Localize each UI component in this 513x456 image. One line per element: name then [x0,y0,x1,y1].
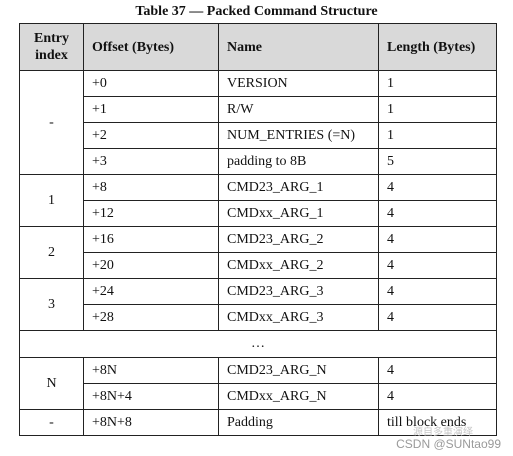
entry-index-cell: N [19,357,84,410]
length-cell: 4 [378,226,497,253]
offset-cell: +8N [83,357,219,384]
watermark-overlay-text: 源自多重演绎 [413,427,473,438]
name-cell: CMDxx_ARG_3 [218,304,379,331]
name-cell: CMD23_ARG_1 [218,174,379,201]
name-cell: Padding [218,409,379,436]
name-cell: CMD23_ARG_3 [218,278,379,305]
table-row: 1 +8 CMD23_ARG_1 4 [19,174,497,227]
entry-index-cell: - [19,409,84,436]
entry-index-cell: 2 [19,226,84,279]
offset-cell: +16 [83,226,219,253]
table-row: +2 NUM_ENTRIES (=N) 1 [20,122,497,149]
offset-cell: +28 [83,304,219,331]
offset-cell: +8 [83,174,219,201]
name-cell: CMD23_ARG_2 [218,226,379,253]
header-entry-line2: index [35,48,68,63]
table-row: 2 +16 CMD23_ARG_2 4 [19,226,497,279]
length-cell: 1 [378,96,497,123]
length-cell: 4 [378,304,497,331]
offset-cell: +8N+4 [83,383,219,410]
offset-cell: +8N+8 [83,409,219,436]
header-length: Length (Bytes) [378,23,497,71]
table-row: +28 CMDxx_ARG_3 4 [20,304,497,331]
name-cell: CMDxx_ARG_N [218,383,379,410]
csdn-watermark: CSDN @SUNtao99 [396,437,501,451]
length-cell: 1 [378,122,497,149]
name-cell: VERSION [218,70,379,97]
table-caption: Table 37 — Packed Command Structure [135,4,378,19]
ellipsis-row: … [19,330,497,358]
header-entry-index: Entry index [19,23,84,71]
table-row: +8N+4 CMDxx_ARG_N 4 [20,383,497,410]
header-entry-line1: Entry [34,31,69,46]
entry-index-cell: - [19,70,84,175]
length-cell: 4 [378,174,497,201]
offset-cell: +0 [83,70,219,97]
length-cell: 1 [378,70,497,97]
name-cell: CMDxx_ARG_1 [218,200,379,227]
table-row: - +8N+8 Padding till block ends [19,409,497,436]
name-cell: R/W [218,96,379,123]
offset-cell: +20 [83,252,219,279]
name-cell: NUM_ENTRIES (=N) [218,122,379,149]
table-row: N +8N CMD23_ARG_N 4 [19,357,497,410]
table-row: +3 padding to 8B 5 [20,148,497,175]
name-cell: CMD23_ARG_N [218,357,379,384]
table-row: +12 CMDxx_ARG_1 4 [20,200,497,227]
length-cell: 4 [378,383,497,410]
table-header-row: Entry index Offset (Bytes) Name Length (… [19,23,497,71]
table-row: - +0 VERSION 1 [19,70,497,175]
length-cell: 4 [378,252,497,279]
length-cell: 4 [378,278,497,305]
header-name: Name [218,23,379,71]
length-cell: till block ends [378,409,497,436]
length-cell: 5 [378,148,497,175]
ellipsis-cell: … [19,330,497,358]
table-row: +20 CMDxx_ARG_2 4 [20,252,497,279]
entry-index-cell: 1 [19,174,84,227]
name-cell: CMDxx_ARG_2 [218,252,379,279]
entry-index-cell: 3 [19,278,84,331]
offset-cell: +2 [83,122,219,149]
offset-cell: +3 [83,148,219,175]
length-cell: 4 [378,200,497,227]
table-row: 3 +24 CMD23_ARG_3 4 [19,278,497,331]
length-cell: 4 [378,357,497,384]
packed-command-table: Entry index Offset (Bytes) Name Length (… [19,23,497,436]
offset-cell: +1 [83,96,219,123]
name-cell: padding to 8B [218,148,379,175]
table-row: +1 R/W 1 [20,96,497,123]
offset-cell: +12 [83,200,219,227]
header-offset: Offset (Bytes) [83,23,219,71]
offset-cell: +24 [83,278,219,305]
